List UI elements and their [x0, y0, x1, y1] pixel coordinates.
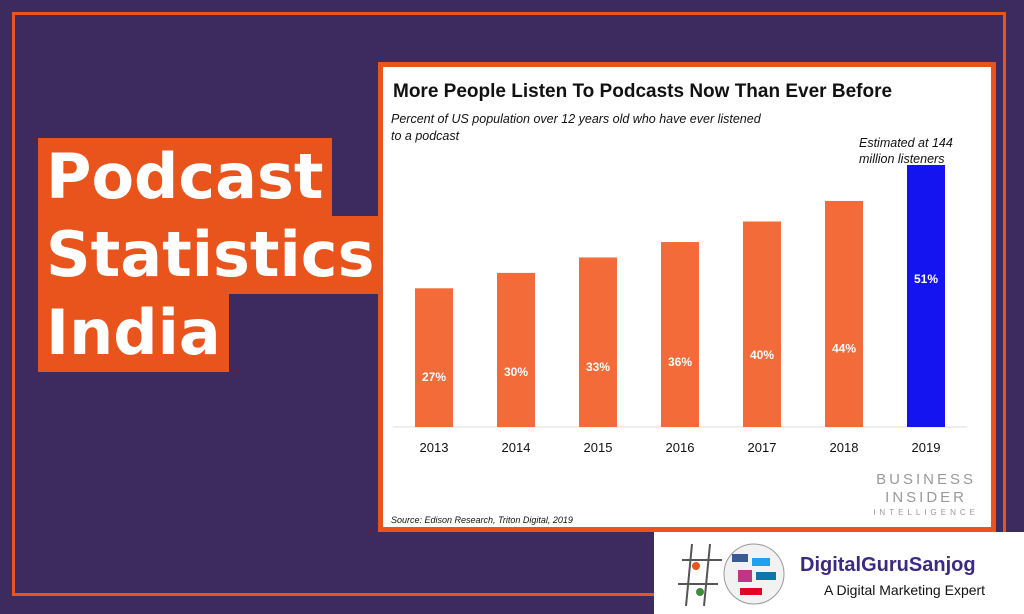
x-tick-label-2013: 2013	[420, 440, 449, 455]
headline-line-1: Podcast	[38, 138, 332, 216]
x-tick-label-2016: 2016	[666, 440, 695, 455]
data-label-2017: 40%	[750, 348, 774, 362]
bar-2018	[825, 200, 863, 427]
chart-source: Source: Edison Research, Triton Digital,…	[391, 515, 573, 525]
data-label-2016: 36%	[668, 355, 692, 369]
data-label-2018: 44%	[832, 341, 856, 355]
business-insider-logo: BUSINESS INSIDER INTELLIGENCE	[873, 471, 979, 519]
data-label-2015: 33%	[586, 360, 610, 374]
logo-line-business: BUSINESS	[876, 471, 977, 488]
brand-panel: DigitalGuruSanjog A Digital Marketing Ex…	[654, 532, 1024, 614]
x-tick-label-2018: 2018	[830, 440, 859, 455]
logo-line-insider: INSIDER	[885, 489, 968, 506]
data-label-2013: 27%	[422, 370, 446, 384]
x-tick-label-2017: 2017	[748, 440, 777, 455]
chart-annotation: Estimated at 144 million listeners	[859, 136, 953, 166]
bar-chart: 27% 2013 30% 2014 33% 2015 36% 2016 40% 2017 44% 20…	[393, 165, 967, 455]
outer-frame	[12, 12, 1006, 596]
bar-2015	[579, 257, 617, 427]
data-label-2019: 51%	[914, 272, 938, 286]
hashtag-social-icon	[678, 543, 785, 607]
logo-line-intelligence: INTELLIGENCE	[873, 508, 979, 517]
chart-title: More People Listen To Podcasts Now Than …	[393, 81, 893, 102]
brand-tagline: A Digital Marketing Expert	[824, 582, 986, 598]
x-tick-label-2019: 2019	[912, 440, 941, 455]
chart-subtitle: Percent of US population over 12 years o…	[391, 112, 761, 143]
bar-2013	[415, 288, 453, 427]
bar-2017	[743, 221, 781, 427]
brand-name: DigitalGuruSanjog	[800, 554, 976, 576]
bar-2016	[661, 242, 699, 427]
bar-2014	[497, 272, 535, 427]
chart-card: More People Listen To Podcasts Now Than …	[378, 62, 996, 532]
headline: Podcast Statistics India	[38, 138, 383, 372]
headline-line-2: Statistics	[38, 216, 383, 294]
data-label-2014: 30%	[504, 365, 528, 379]
headline-line-3: India	[38, 294, 229, 372]
bar-2019	[907, 165, 945, 427]
x-tick-label-2014: 2014	[502, 440, 531, 455]
x-tick-label-2015: 2015	[584, 440, 613, 455]
